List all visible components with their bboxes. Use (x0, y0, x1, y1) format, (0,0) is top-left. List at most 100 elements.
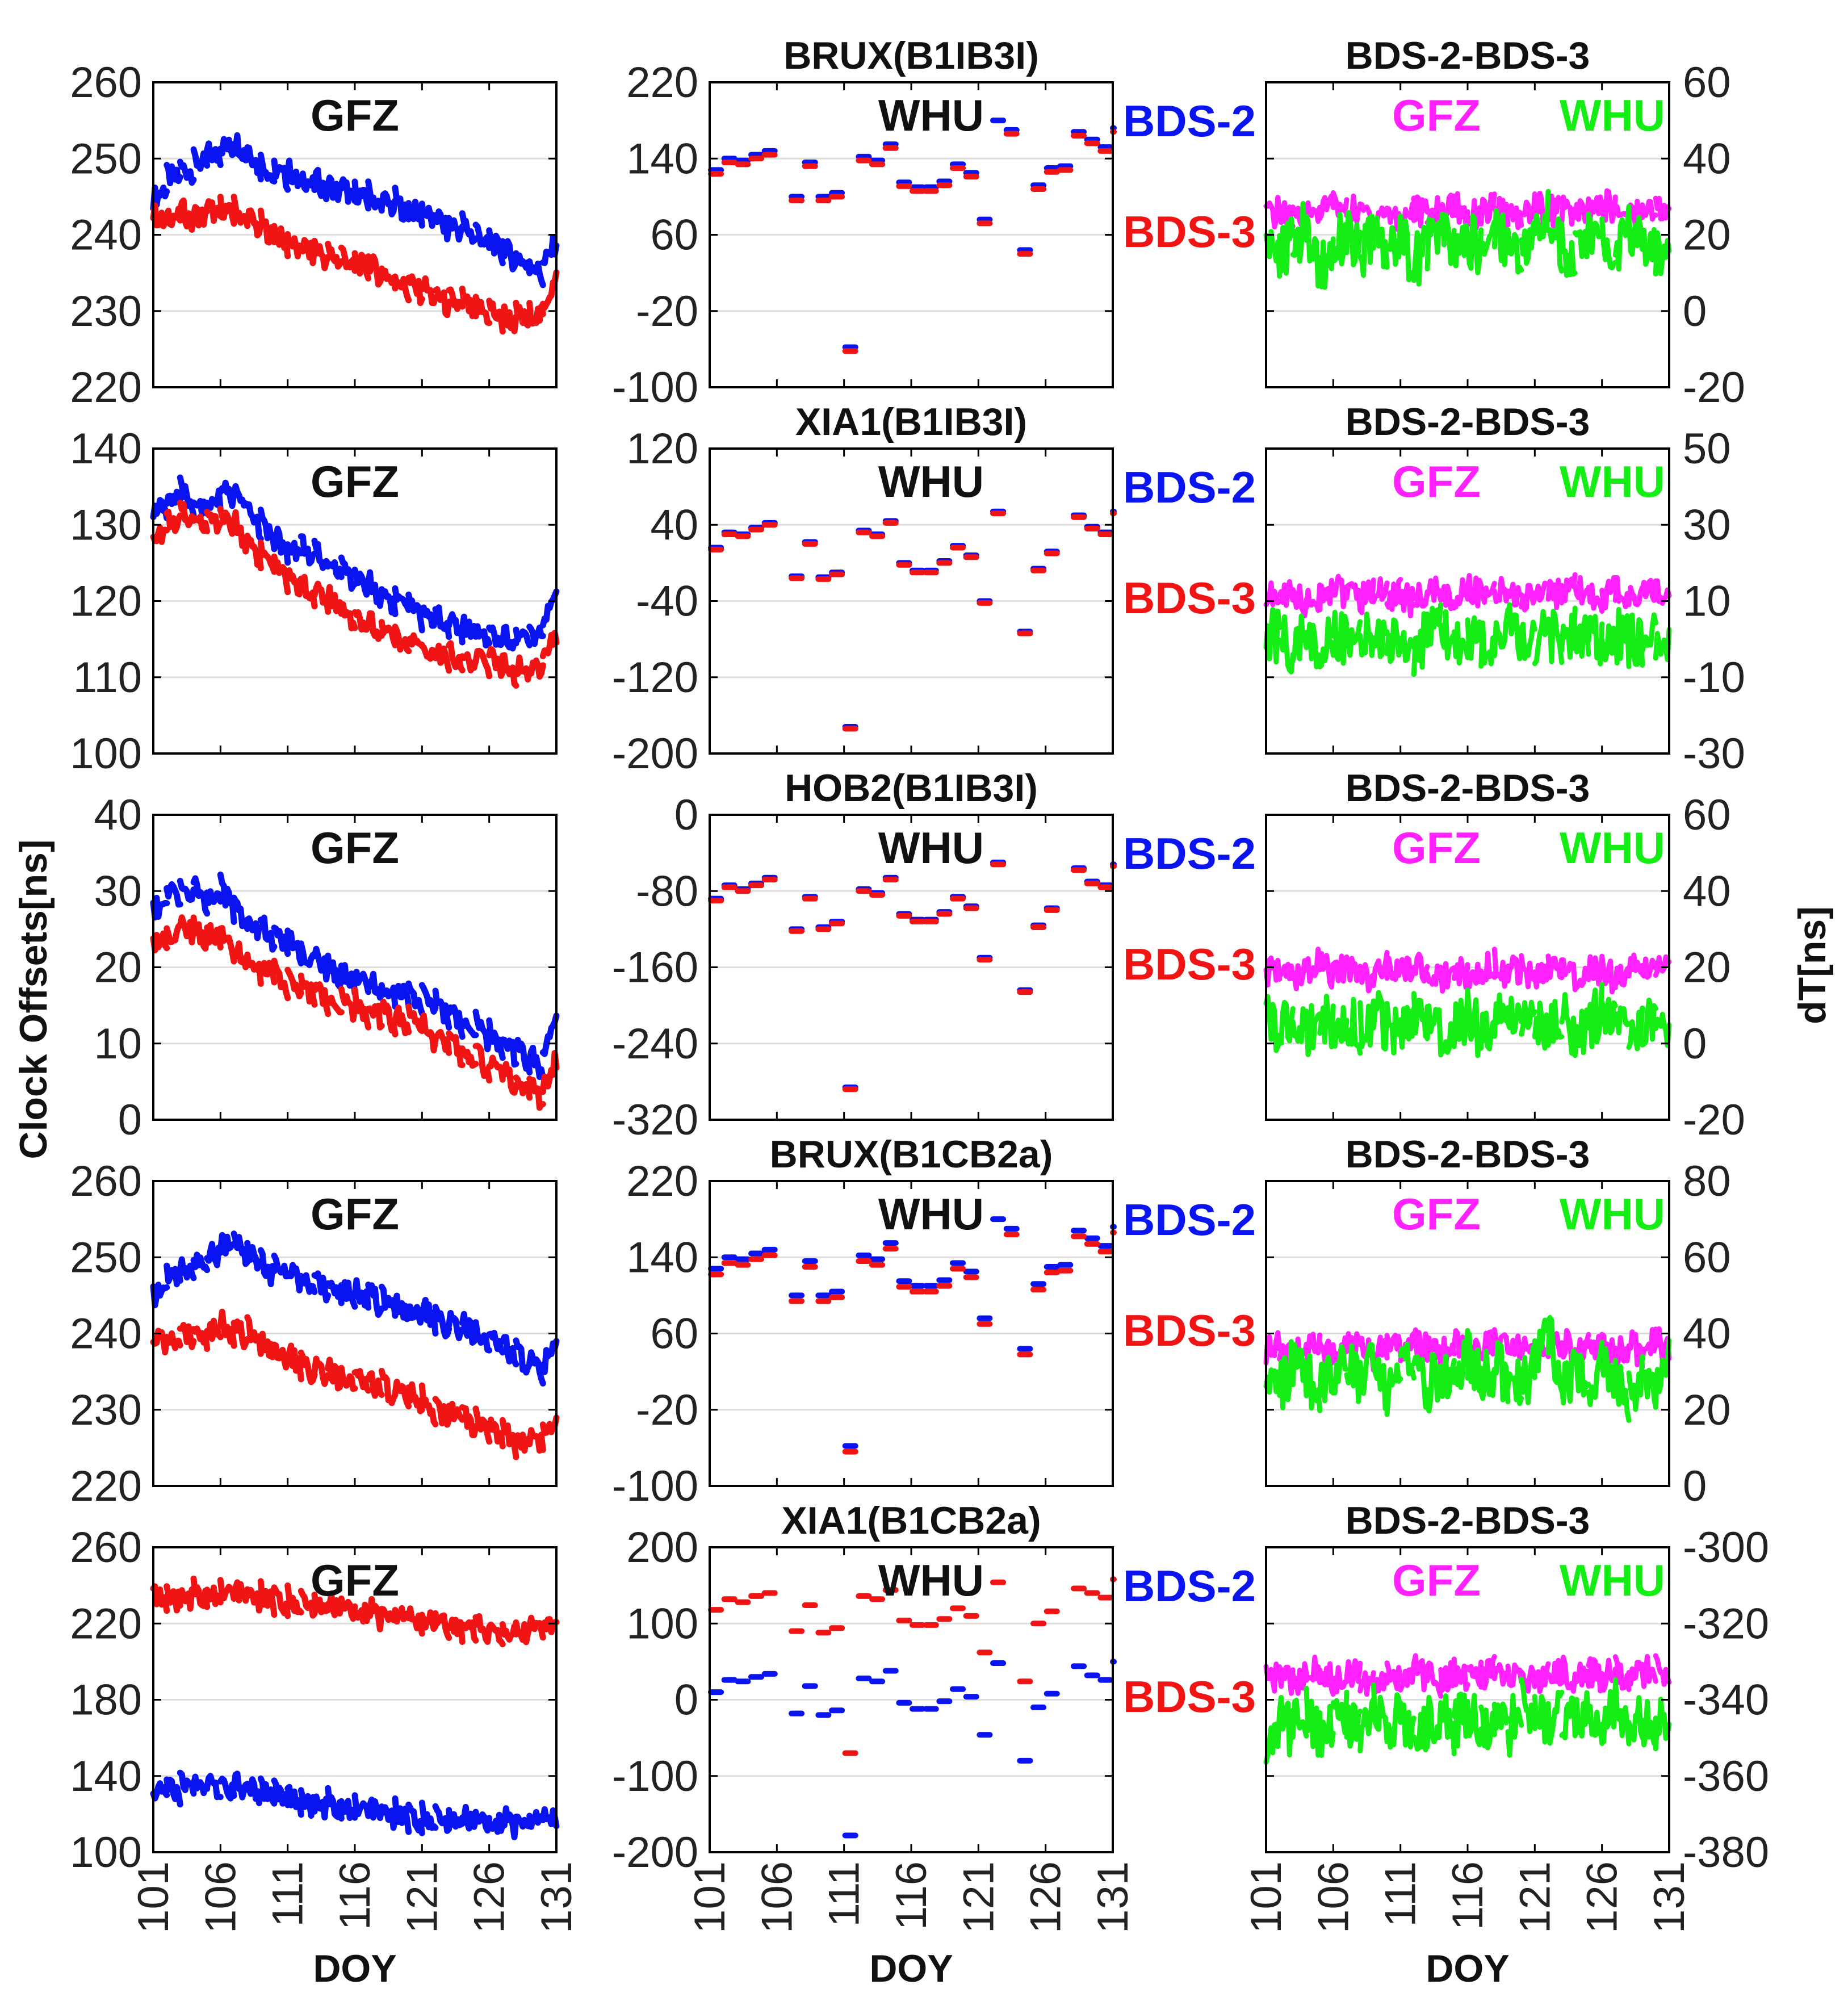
data-trace (1438, 1335, 1457, 1368)
data-trace (432, 1304, 452, 1339)
y-tick-label: -10 (1683, 654, 1745, 702)
chart-panel-r2c0: 0 10 20 30 40 GFZ (94, 791, 560, 1144)
data-trace (539, 1616, 560, 1635)
y-tick-label: 40 (650, 501, 698, 549)
data-trace (472, 1319, 493, 1354)
data-trace (1398, 582, 1417, 618)
y-tick-label: -380 (1683, 1828, 1769, 1877)
data-trace (1519, 583, 1537, 613)
data-trace (1384, 1333, 1403, 1357)
data-trace (1330, 953, 1350, 984)
data-trace (1640, 199, 1658, 222)
data-trace (1424, 1335, 1444, 1368)
data-trace (539, 630, 560, 659)
data-trace (446, 1401, 466, 1423)
data-trace (177, 474, 197, 518)
data-trace (1612, 1363, 1632, 1423)
panel-inner-title: GFZ (311, 457, 399, 506)
data-trace (1330, 190, 1350, 218)
x-tick-label: 106 (1309, 1861, 1357, 1933)
data-trace (204, 1773, 224, 1801)
data-trace (1304, 947, 1323, 984)
data-trace (526, 258, 546, 288)
data-trace (1317, 616, 1336, 668)
data-trace (1545, 1657, 1565, 1687)
x-tick-label: 121 (398, 1861, 446, 1933)
data-trace (297, 1588, 318, 1619)
data-trace (1317, 577, 1336, 613)
data-trace (284, 1784, 304, 1818)
data-trace (1411, 611, 1430, 677)
data-trace (486, 1330, 506, 1356)
data-trace (271, 1777, 291, 1808)
y-tick-label: 60 (650, 1310, 698, 1358)
data-trace (1519, 1676, 1537, 1735)
data-trace (418, 1382, 439, 1427)
data-trace (1599, 997, 1618, 1036)
data-trace (526, 1349, 546, 1387)
y-tick-label: -20 (636, 1386, 698, 1434)
x-tick-label: 116 (331, 1861, 379, 1930)
data-trace (338, 244, 358, 274)
y-tick-label: -100 (612, 1752, 698, 1801)
data-trace (257, 914, 278, 953)
data-trace (1653, 230, 1672, 277)
legend-gfz: GFZ (1392, 90, 1481, 140)
data-trace (311, 945, 332, 983)
data-trace (311, 237, 332, 271)
data-trace (1532, 189, 1551, 241)
data-trace (231, 1770, 251, 1801)
panels: 220230240250260GFZ-100-2060140220BRUX(B1… (70, 34, 1769, 1990)
data-trace (365, 1282, 385, 1318)
data-trace (1532, 1317, 1551, 1374)
series-whu (1263, 602, 1672, 677)
x-tick-label: 131 (1089, 1861, 1137, 1933)
data-trace (1640, 577, 1658, 603)
data-trace (486, 1416, 506, 1450)
data-trace (1572, 575, 1591, 606)
data-trace (164, 1330, 183, 1351)
data-trace (1532, 961, 1551, 990)
panel-title: XIA1(B1CB2a) (781, 1499, 1041, 1542)
series-whu (1263, 189, 1672, 290)
data-trace (1438, 609, 1457, 661)
data-trace (1344, 581, 1363, 613)
data-trace (297, 1787, 318, 1819)
data-trace (446, 640, 466, 673)
panel-inner-title: WHU (878, 457, 984, 506)
x-tick-label: 116 (887, 1861, 936, 1930)
data-trace (1572, 1690, 1591, 1739)
legend-bds2: BDS-2 (1123, 1561, 1256, 1611)
data-trace (1263, 1330, 1283, 1366)
data-trace (1653, 578, 1672, 606)
data-trace (177, 1256, 197, 1282)
data-trace (1586, 1339, 1605, 1408)
data-trace (325, 1785, 345, 1822)
data-trace (1612, 964, 1632, 989)
data-trace (284, 1262, 304, 1293)
data-trace (1344, 210, 1363, 267)
data-trace (1424, 1351, 1444, 1414)
data-trace (1532, 580, 1551, 603)
y-tick-label: 140 (626, 1233, 698, 1282)
x-axis-label: DOY (313, 1947, 396, 1990)
data-trace (1438, 584, 1457, 612)
data-trace (284, 1582, 304, 1616)
data-trace (1398, 1004, 1417, 1050)
data-trace (150, 894, 170, 921)
data-trace (1398, 1660, 1417, 1693)
data-trace (539, 588, 560, 629)
data-trace (446, 215, 466, 243)
chart-panel-r4c2: -380 -360 -340 -320 -300 101 106 111 116 121 126 13… (1123, 1499, 1769, 1990)
data-trace (1612, 1654, 1632, 1692)
chart-panel-r4c0: 100 140 180 220 260 101 106 111 116 121 126 131 DOY G… (70, 1523, 581, 1990)
data-trace (1465, 213, 1484, 275)
data-trace (1290, 583, 1309, 618)
data-trace (499, 1417, 519, 1460)
data-trace (190, 1251, 211, 1274)
y-tick-label: 110 (73, 654, 142, 702)
data-trace (231, 132, 251, 164)
data-trace (1263, 606, 1283, 665)
y-tick-label: 140 (70, 1752, 142, 1801)
data-trace (486, 1811, 506, 1835)
